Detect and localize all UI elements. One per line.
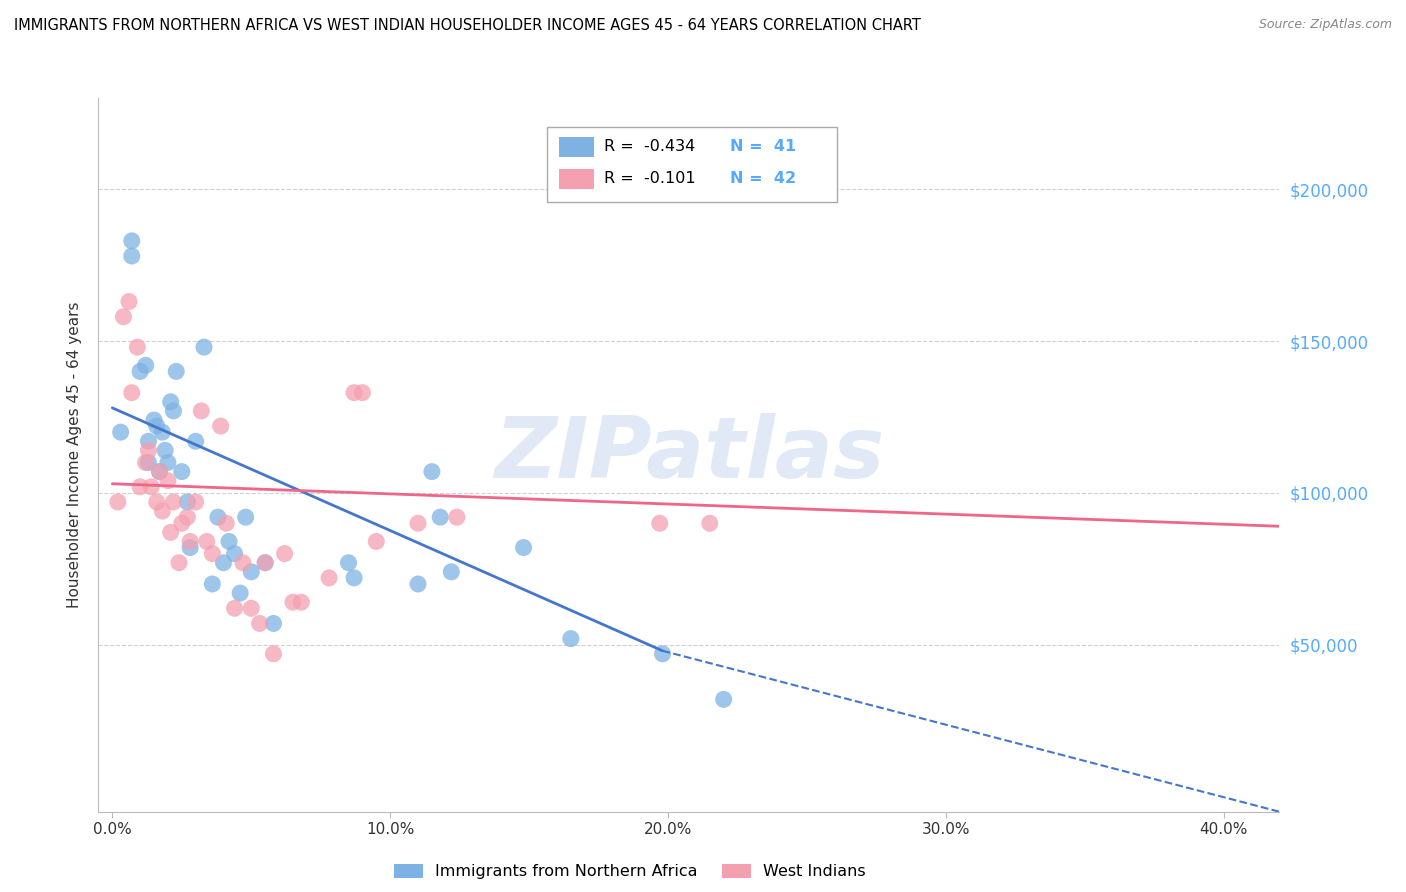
- Point: [190, 404, 212, 418]
- Point: [446, 510, 468, 524]
- Point: [121, 234, 143, 248]
- Point: [162, 404, 184, 418]
- Point: [232, 556, 254, 570]
- Point: [263, 647, 285, 661]
- Point: [429, 510, 451, 524]
- Point: [184, 434, 207, 449]
- FancyBboxPatch shape: [560, 169, 595, 189]
- Point: [129, 480, 152, 494]
- Point: [224, 601, 246, 615]
- Point: [193, 340, 215, 354]
- Point: [440, 565, 463, 579]
- Point: [118, 294, 141, 309]
- Text: R =  -0.434: R = -0.434: [605, 139, 695, 154]
- Point: [337, 556, 360, 570]
- Text: R =  -0.101: R = -0.101: [605, 171, 696, 186]
- Point: [107, 495, 129, 509]
- Point: [343, 571, 366, 585]
- Point: [235, 510, 257, 524]
- Point: [135, 359, 157, 373]
- Point: [156, 456, 179, 470]
- Point: [318, 571, 340, 585]
- Text: ZIPatlas: ZIPatlas: [494, 413, 884, 497]
- Point: [420, 465, 443, 479]
- Point: [273, 547, 295, 561]
- Point: [179, 534, 201, 549]
- Point: [138, 443, 160, 458]
- Point: [224, 547, 246, 561]
- Point: [366, 534, 388, 549]
- Legend: Immigrants from Northern Africa, West Indians: Immigrants from Northern Africa, West In…: [388, 857, 872, 886]
- Text: N =  41: N = 41: [730, 139, 796, 154]
- Point: [290, 595, 312, 609]
- Text: N =  42: N = 42: [730, 171, 796, 186]
- Point: [159, 394, 181, 409]
- Point: [143, 413, 166, 427]
- Point: [229, 586, 252, 600]
- Point: [343, 385, 366, 400]
- Point: [651, 647, 673, 661]
- Y-axis label: Householder Income Ages 45 - 64 years: Householder Income Ages 45 - 64 years: [67, 301, 83, 608]
- Point: [121, 249, 143, 263]
- FancyBboxPatch shape: [560, 136, 595, 157]
- Point: [150, 504, 173, 518]
- Point: [170, 516, 193, 531]
- Point: [135, 456, 157, 470]
- Point: [162, 495, 184, 509]
- Point: [146, 495, 169, 509]
- Point: [406, 516, 429, 531]
- Point: [159, 525, 181, 540]
- Point: [209, 419, 232, 434]
- Point: [184, 495, 207, 509]
- Point: [406, 577, 429, 591]
- Point: [153, 443, 176, 458]
- Point: [170, 465, 193, 479]
- Point: [215, 516, 238, 531]
- Point: [176, 510, 198, 524]
- Point: [201, 577, 224, 591]
- Point: [713, 692, 735, 706]
- Point: [112, 310, 135, 324]
- Point: [207, 510, 229, 524]
- Text: IMMIGRANTS FROM NORTHERN AFRICA VS WEST INDIAN HOUSEHOLDER INCOME AGES 45 - 64 Y: IMMIGRANTS FROM NORTHERN AFRICA VS WEST …: [14, 18, 921, 33]
- Point: [138, 456, 160, 470]
- Point: [121, 385, 143, 400]
- Point: [138, 434, 160, 449]
- Point: [127, 340, 149, 354]
- Point: [201, 547, 224, 561]
- Point: [240, 601, 263, 615]
- Point: [352, 385, 374, 400]
- Text: Source: ZipAtlas.com: Source: ZipAtlas.com: [1258, 18, 1392, 31]
- Point: [150, 425, 173, 439]
- Point: [218, 534, 240, 549]
- Point: [165, 364, 187, 378]
- Point: [648, 516, 671, 531]
- Point: [195, 534, 218, 549]
- Point: [560, 632, 582, 646]
- Point: [212, 556, 235, 570]
- Point: [249, 616, 271, 631]
- Point: [167, 556, 190, 570]
- Point: [176, 495, 198, 509]
- Point: [254, 556, 277, 570]
- Point: [254, 556, 277, 570]
- Point: [148, 465, 170, 479]
- Point: [110, 425, 132, 439]
- Point: [146, 419, 169, 434]
- Point: [129, 364, 152, 378]
- Point: [240, 565, 263, 579]
- Point: [699, 516, 721, 531]
- Point: [281, 595, 304, 609]
- Point: [512, 541, 534, 555]
- FancyBboxPatch shape: [547, 127, 837, 202]
- Point: [263, 616, 285, 631]
- Point: [179, 541, 201, 555]
- Point: [148, 465, 170, 479]
- Point: [141, 480, 163, 494]
- Point: [156, 474, 179, 488]
